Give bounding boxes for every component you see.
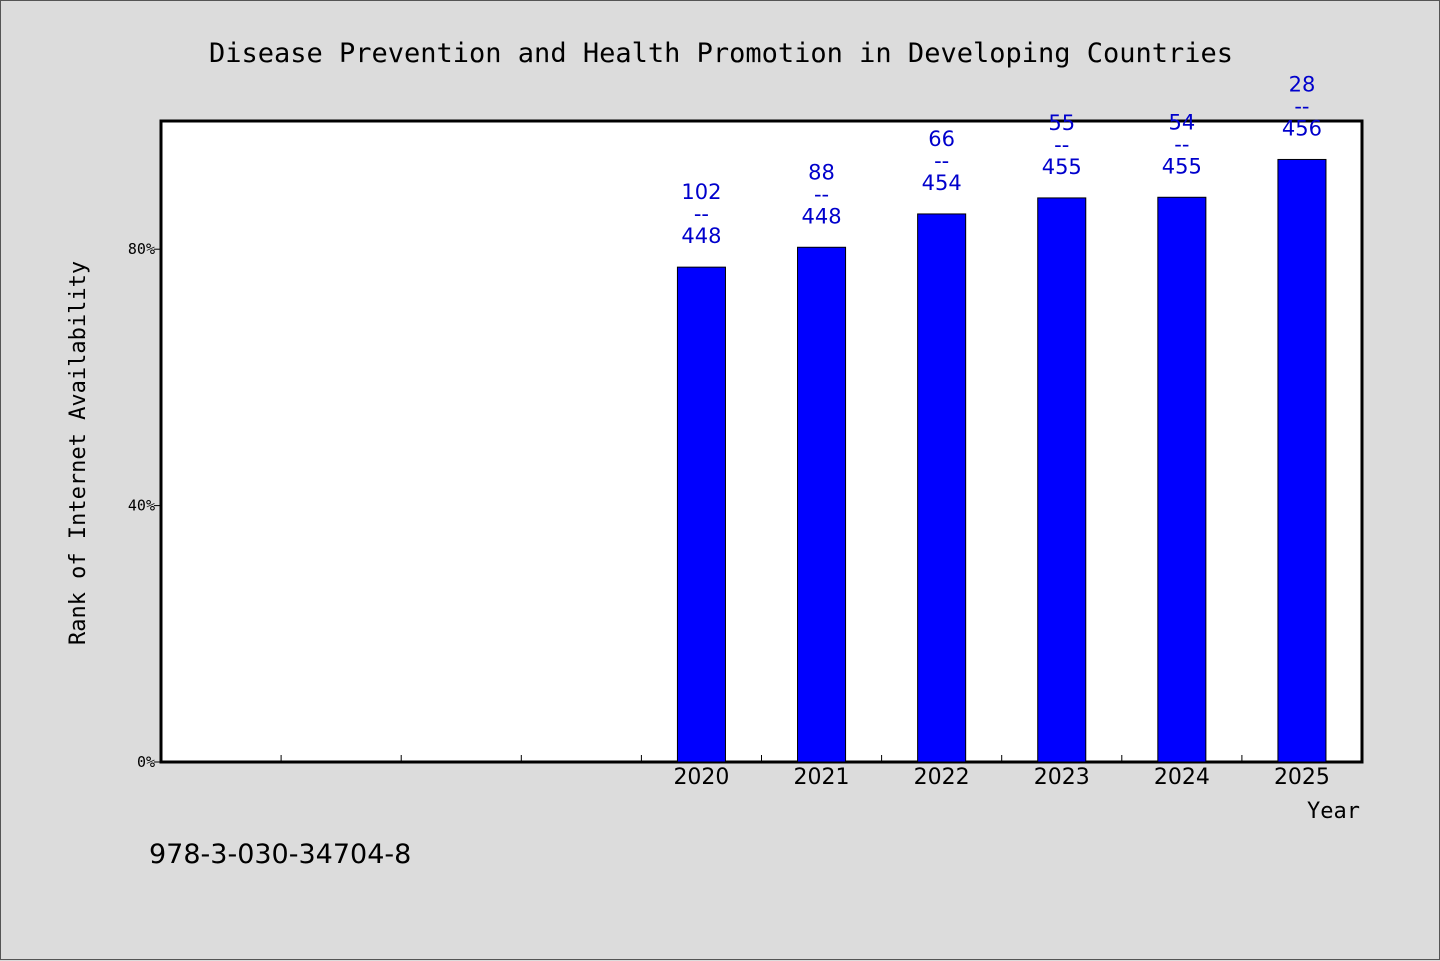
bar: [917, 213, 967, 763]
bar: [797, 246, 847, 763]
bar-data-label: 88: [808, 160, 835, 184]
x-tick-label: 2023: [1034, 765, 1090, 790]
bar-data-label: 455: [1042, 155, 1082, 179]
bar: [1037, 197, 1087, 763]
x-tick-label: 2024: [1154, 765, 1210, 790]
data-labels-group: 102--44888--44866--45455--45554--45528--…: [681, 72, 1322, 248]
y-tick-label: 80%: [128, 240, 155, 258]
bar-data-label: 456: [1282, 116, 1322, 140]
bar-data-label: --: [1054, 133, 1069, 157]
x-tick-label: 2025: [1274, 765, 1330, 790]
bar: [1157, 196, 1207, 763]
x-axis: 2020 2021 2022 2023 2024 2025: [280, 755, 1330, 790]
bar-data-label: 66: [928, 127, 955, 151]
y-tick-label: 40%: [128, 497, 155, 515]
bar-data-label: 102: [681, 180, 721, 204]
chart-title: Disease Prevention and Health Promotion …: [209, 38, 1233, 69]
bar: [1277, 158, 1327, 763]
bar: [676, 266, 726, 763]
bars-group: [676, 158, 1327, 763]
bar-data-label: 28: [1289, 72, 1316, 96]
x-tick-label: 2021: [794, 765, 850, 790]
bar-data-label: --: [1294, 94, 1309, 118]
isbn-footer: 978-3-030-34704-8: [149, 839, 411, 870]
bar-data-label: --: [814, 182, 829, 206]
x-tick-label: 2020: [673, 765, 729, 790]
bar-data-label: 448: [802, 204, 842, 228]
y-axis-label: Rank of Internet Availability: [66, 261, 91, 645]
bar-data-label: 454: [922, 171, 962, 195]
x-tick-label: 2022: [914, 765, 970, 790]
y-axis: 0% 40% 80%: [128, 240, 161, 771]
bar-data-label: 448: [681, 224, 721, 248]
bar-data-label: --: [1174, 132, 1189, 156]
bar-data-label: 55: [1048, 111, 1075, 135]
bar-data-label: --: [694, 202, 709, 226]
bar-data-label: 455: [1162, 154, 1202, 178]
bar-data-label: --: [934, 149, 949, 173]
x-axis-label: Year: [1307, 799, 1360, 824]
bar-data-label: 54: [1168, 110, 1195, 134]
y-tick-label: 0%: [137, 753, 155, 771]
